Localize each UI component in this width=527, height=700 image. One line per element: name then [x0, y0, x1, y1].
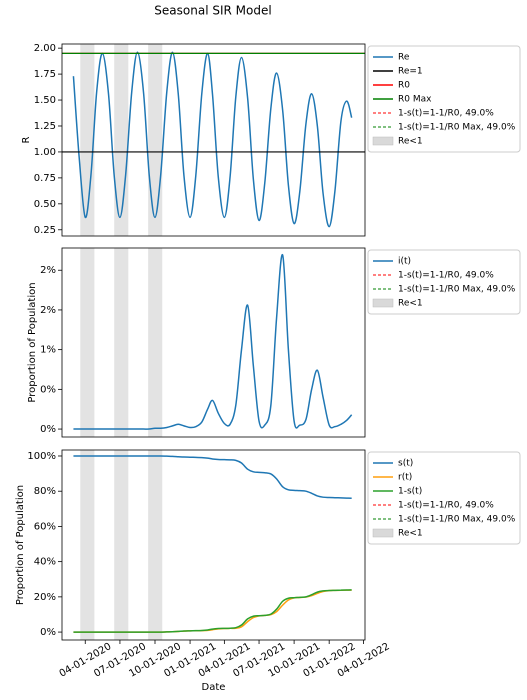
legend-label: r(t)	[398, 473, 412, 483]
y-tick-label: 0%	[40, 424, 56, 435]
shaded-span	[148, 248, 163, 437]
legend-label: R0	[398, 81, 410, 91]
legend-label: R0 Max	[398, 95, 432, 105]
legend-label: 1-s(t)=1-1/R0, 49.0%	[398, 109, 494, 119]
legend-label: 1-s(t)	[398, 487, 422, 497]
y-tick-label: 0%	[40, 627, 56, 638]
series-line	[73, 589, 352, 633]
y-tick-label: 1.50	[34, 95, 56, 106]
legend-label: 1-s(t)=1-1/R0, 49.0%	[398, 271, 494, 281]
y-tick-label: 60%	[34, 521, 56, 532]
y-tick-label: 1.75	[34, 69, 56, 80]
legend-label: Re<1	[398, 529, 423, 539]
y-axis-label: Proportion of Population	[27, 282, 38, 402]
y-tick-label: 2%	[40, 265, 56, 276]
legend-label: s(t)	[398, 459, 413, 469]
legend-swatch	[372, 298, 394, 308]
shaded-span	[80, 44, 95, 236]
y-tick-label: 0%	[40, 384, 56, 395]
y-tick-label: 1.00	[34, 147, 56, 158]
legend-label: Re=1	[398, 67, 423, 77]
shaded-span	[148, 450, 163, 640]
x-axis-label: Date	[202, 682, 226, 693]
legend-swatch	[372, 528, 394, 538]
y-tick-label: 1%	[40, 345, 56, 356]
plot-frame	[61, 449, 366, 641]
legend-label: Re<1	[398, 137, 423, 147]
y-tick-label: 1.25	[34, 121, 56, 132]
figure-title: Seasonal SIR Model	[154, 4, 271, 18]
series-line	[73, 455, 352, 499]
legend-box	[367, 45, 521, 153]
legend-box	[367, 451, 521, 545]
y-tick-label: 2%	[40, 305, 56, 316]
series-line	[73, 254, 353, 430]
y-tick-label: 0.50	[34, 199, 56, 210]
shaded-span	[114, 248, 129, 437]
legend-label: Re	[398, 53, 410, 63]
shaded-span	[80, 450, 95, 640]
legend-label: Re<1	[398, 299, 423, 309]
series-line	[72, 51, 353, 228]
shaded-span	[114, 450, 129, 640]
y-tick-label: 20%	[34, 592, 56, 603]
y-axis-label: R	[21, 136, 32, 143]
shaded-span	[148, 44, 163, 236]
plot-frame	[61, 43, 366, 237]
legend-box	[367, 249, 521, 315]
y-tick-label: 0.75	[34, 173, 56, 184]
shaded-span	[114, 44, 129, 236]
y-tick-label: 100%	[27, 451, 56, 462]
legend-label: 1-s(t)=1-1/R0 Max, 49.0%	[398, 515, 516, 525]
legend-label: 1-s(t)=1-1/R0 Max, 49.0%	[398, 285, 516, 295]
legend-swatch	[372, 136, 394, 146]
y-tick-label: 2.00	[34, 43, 56, 54]
y-tick-label: 0.25	[34, 225, 56, 236]
legend-label: 1-s(t)=1-1/R0 Max, 49.0%	[398, 123, 516, 133]
plot-frame	[61, 247, 366, 438]
y-axis-label: Proportion of Population	[15, 485, 26, 605]
shaded-span	[80, 248, 95, 437]
legend-label: 1-s(t)=1-1/R0, 49.0%	[398, 501, 494, 511]
legend-label: i(t)	[398, 257, 411, 267]
y-tick-label: 80%	[34, 486, 56, 497]
y-tick-label: 40%	[34, 557, 56, 568]
